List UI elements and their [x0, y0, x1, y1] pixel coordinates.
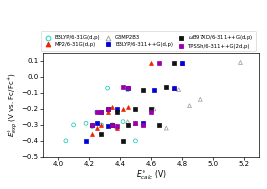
- Point: [156, 61, 161, 64]
- Point: [152, 88, 156, 91]
- Point: [95, 122, 99, 125]
- Point: [110, 106, 114, 109]
- Point: [121, 120, 125, 123]
- Point: [110, 123, 114, 126]
- X-axis label: $E^{\circ}_{calc}$ (V): $E^{\circ}_{calc}$ (V): [136, 168, 166, 182]
- Point: [141, 123, 145, 126]
- Point: [125, 120, 130, 123]
- Point: [90, 133, 94, 136]
- Point: [180, 61, 184, 64]
- Point: [172, 87, 176, 90]
- Point: [90, 125, 94, 128]
- Point: [121, 107, 125, 110]
- Point: [125, 123, 130, 126]
- Point: [238, 61, 243, 64]
- Point: [180, 61, 184, 64]
- Point: [99, 111, 104, 114]
- Point: [164, 127, 168, 130]
- Point: [141, 88, 145, 91]
- Point: [149, 111, 153, 114]
- Point: [121, 85, 125, 88]
- Point: [110, 123, 114, 126]
- Point: [99, 123, 104, 126]
- Point: [90, 123, 94, 126]
- Point: [141, 123, 145, 126]
- Legend: B3LYP/6-31G(d,p), MP2/6-31G(d,p), G3MP2B3, B3LYP/6-311++G(d,p), $\omega$B97XD/6-: B3LYP/6-31G(d,p), MP2/6-31G(d,p), G3MP2B…: [41, 31, 256, 51]
- Point: [105, 87, 110, 90]
- Y-axis label: $E^{\circ}_{exp}$ (V vs. Fc/Fc$^{+}$): $E^{\circ}_{exp}$ (V vs. Fc/Fc$^{+}$): [6, 73, 20, 137]
- Point: [133, 122, 138, 125]
- Point: [90, 123, 94, 126]
- Point: [176, 88, 181, 91]
- Point: [95, 111, 99, 114]
- Point: [172, 87, 176, 90]
- Point: [156, 123, 161, 126]
- Point: [115, 107, 119, 110]
- Point: [133, 139, 138, 142]
- Point: [125, 87, 130, 90]
- Point: [125, 88, 130, 91]
- Point: [115, 125, 119, 128]
- Point: [141, 123, 145, 126]
- Point: [149, 61, 153, 64]
- Point: [152, 107, 156, 110]
- Point: [84, 139, 88, 142]
- Point: [115, 127, 119, 130]
- Point: [133, 107, 138, 110]
- Point: [172, 61, 176, 64]
- Point: [84, 122, 88, 125]
- Point: [95, 127, 99, 130]
- Point: [121, 139, 125, 142]
- Point: [125, 106, 130, 109]
- Point: [164, 85, 168, 88]
- Point: [115, 127, 119, 130]
- Point: [105, 111, 110, 114]
- Point: [149, 107, 153, 110]
- Point: [105, 107, 110, 110]
- Point: [99, 123, 104, 126]
- Point: [64, 139, 68, 142]
- Point: [110, 123, 114, 126]
- Point: [95, 111, 99, 114]
- Point: [133, 122, 138, 125]
- Point: [99, 111, 104, 114]
- Point: [72, 123, 76, 126]
- Point: [105, 125, 110, 128]
- Point: [198, 98, 202, 101]
- Point: [99, 133, 104, 136]
- Point: [110, 123, 114, 126]
- Point: [115, 111, 119, 114]
- Point: [187, 104, 192, 107]
- Point: [125, 87, 130, 90]
- Point: [105, 107, 110, 110]
- Point: [141, 122, 145, 125]
